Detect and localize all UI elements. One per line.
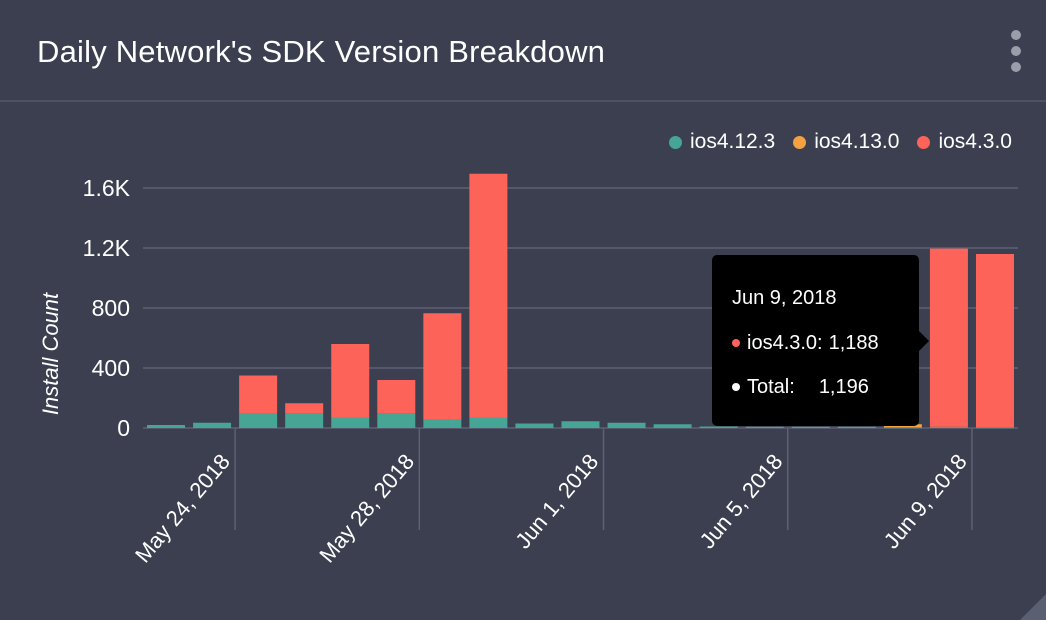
y-axis-label: Install Count	[38, 292, 63, 415]
bar-ios4-3-0	[331, 344, 370, 418]
legend-item-ios4-13-0[interactable]: ios4.13.0	[793, 130, 899, 154]
bar-ios4-12-3	[653, 424, 692, 428]
y-tick-label: 800	[92, 295, 130, 321]
bar-ios4-12-3	[699, 426, 738, 428]
x-tick-label: Jun 9, 2018	[879, 449, 972, 553]
bar-ios4-3-0	[469, 173, 508, 418]
bar-ios4-12-3	[837, 426, 876, 428]
bar-ios4-12-3	[193, 422, 232, 428]
bar-ios4-3-0	[285, 403, 324, 414]
tooltip-series-row: ios4.3.0: 1,188	[732, 321, 919, 365]
chart-tooltip: Jun 9, 2018 ios4.3.0: 1,188 Total: 1,196	[712, 255, 929, 426]
widget-title: Daily Network's SDK Version Breakdown	[37, 34, 606, 69]
widget-header: Daily Network's SDK Version Breakdown	[0, 0, 1046, 102]
bar-ios4-3-0	[423, 313, 462, 419]
y-tick-label: 1.6K	[83, 175, 131, 201]
x-tick-label: Jun 1, 2018	[510, 449, 603, 553]
tooltip-series-value: 1,188	[828, 331, 879, 354]
bar-ios4-12-3	[975, 427, 1014, 429]
y-tick-label: 0	[117, 415, 130, 441]
tooltip-total-label: Total:	[747, 375, 795, 398]
bar-ios4-12-3	[331, 417, 370, 428]
y-tick-label: 400	[92, 355, 130, 381]
bar-ios4-12-3	[745, 426, 784, 428]
bar-ios4-3-0	[377, 380, 416, 414]
bar-ios4-12-3	[515, 423, 554, 428]
bar-ios4-12-3	[239, 413, 278, 428]
tooltip-total-dot	[732, 383, 740, 391]
bar-ios4-12-3	[147, 425, 186, 428]
legend-label: ios4.13.0	[814, 130, 900, 153]
bar-ios4-3-0	[929, 248, 968, 427]
tooltip-series-label: ios4.3.0:	[747, 331, 823, 354]
legend-dot-ios4-13-0	[793, 135, 807, 149]
tooltip-series-dot	[732, 339, 740, 347]
tooltip-total-value: 1,196	[818, 375, 869, 398]
legend-label: ios4.3.0	[938, 130, 1012, 153]
legend-item-ios4-12-3[interactable]: ios4.12.3	[668, 130, 776, 154]
bar-ios4-12-3	[791, 426, 830, 428]
tooltip-total-row: Total: 1,196	[732, 365, 919, 409]
chart-legend: ios4.12.3 ios4.13.0 ios4.3.0	[668, 130, 1012, 154]
tooltip-date: Jun 9, 2018	[732, 286, 837, 309]
bar-ios4-12-3	[607, 422, 646, 428]
y-tick-label: 1.2K	[83, 235, 131, 261]
kebab-vertical-icon[interactable]	[1008, 30, 1024, 78]
legend-dot-ios4-12-3	[668, 135, 682, 149]
bar-ios4-12-3	[423, 419, 462, 428]
bar-ios4-12-3	[469, 417, 508, 428]
x-tick-label: Jun 5, 2018	[695, 449, 788, 553]
x-tick-label: May 24, 2018	[130, 449, 235, 567]
resize-handle[interactable]	[1020, 594, 1046, 620]
x-tick-label: May 28, 2018	[314, 449, 419, 567]
bar-ios4-3-0	[975, 254, 1014, 428]
bar-ios4-3-0	[239, 375, 278, 413]
bar-ios4-12-3	[883, 427, 922, 429]
bar-ios4-12-3	[561, 421, 600, 428]
bar-ios4-12-3	[377, 413, 416, 428]
bar-ios4-12-3	[285, 413, 324, 428]
legend-item-ios4-3-0[interactable]: ios4.3.0	[917, 130, 1012, 154]
legend-dot-ios4-3-0	[917, 135, 931, 149]
bar-ios4-12-3	[929, 426, 968, 428]
legend-label: ios4.12.3	[689, 130, 776, 153]
